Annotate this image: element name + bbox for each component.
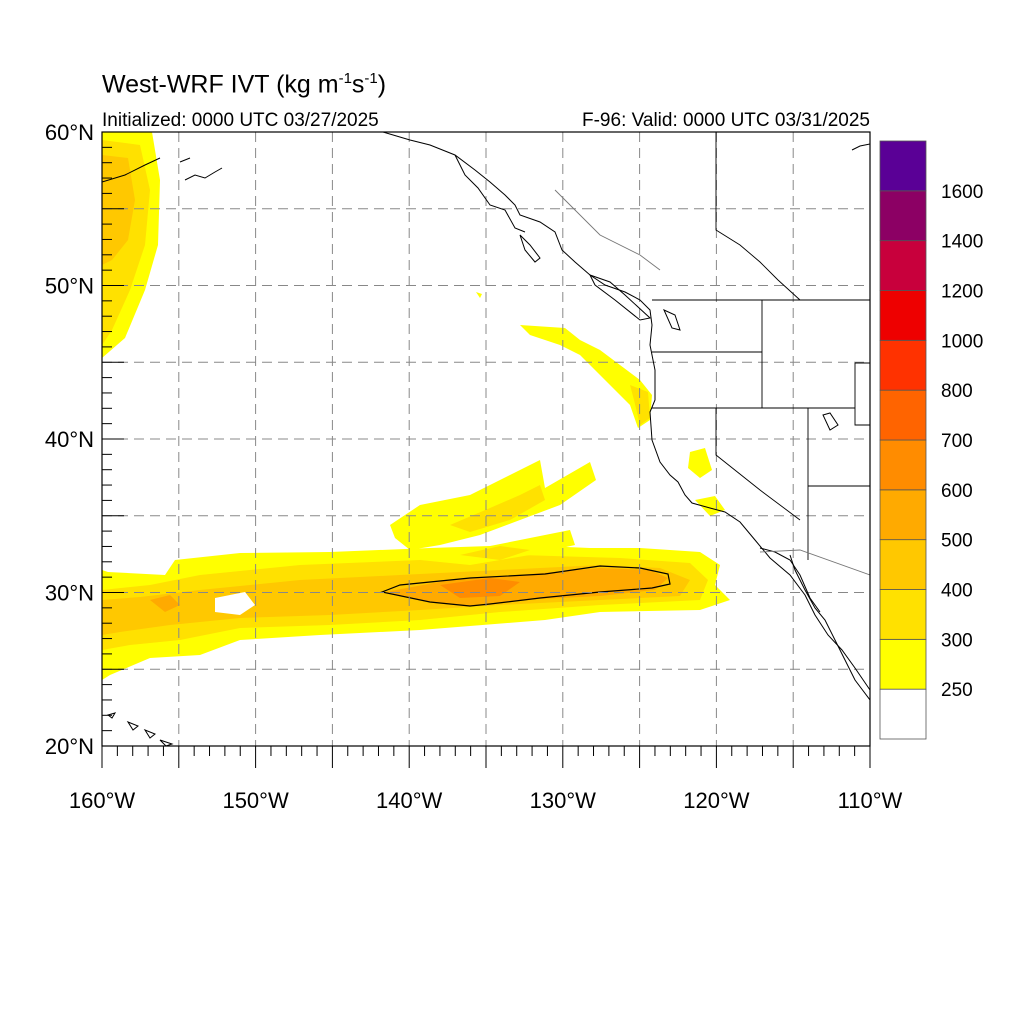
colorbar-swatch [879, 589, 927, 640]
colorbar-label: 300 [941, 630, 973, 651]
colorbar-label: 500 [941, 531, 973, 552]
axis-labels: 160°W 150°W 140°W 130°W 120°W 110°W 20°N 30°N 40… [45, 120, 903, 813]
lon-tick-label: 140°W [376, 788, 443, 813]
lat-tick-label: 60°N [45, 120, 94, 145]
colorbar-swatch [879, 389, 927, 441]
political-borders [554, 132, 870, 576]
colorbar-swatch [879, 638, 927, 690]
lon-tick-label: 110°W [838, 788, 903, 813]
lat-tick-label: 30°N [45, 581, 94, 606]
colorbar-swatch [879, 140, 927, 192]
lon-tick-label: 130°W [530, 788, 597, 813]
ivt-contour-700 [379, 565, 671, 607]
colorbar-label: 700 [941, 431, 973, 452]
axis-ticks [101, 131, 871, 768]
coastlines [102, 132, 870, 746]
colorbar: 250 300 400 500 600 700 800 1000 1200 1400 1600 [879, 140, 983, 740]
colorbar-label: 1400 [941, 232, 983, 253]
ivt-coast-plume [520, 325, 652, 428]
colorbar-label: 400 [941, 581, 973, 602]
lat-tick-label: 50°N [45, 274, 94, 299]
colorbar-swatch [879, 489, 927, 541]
colorbar-swatch [879, 190, 927, 242]
lon-tick-label: 120°W [683, 788, 750, 813]
colorbar-swatch [879, 339, 927, 391]
colorbar-label: 250 [941, 680, 973, 701]
lat-tick-label: 20°N [45, 734, 94, 759]
lat-lon-grid [102, 132, 870, 746]
colorbar-label: 800 [941, 381, 973, 402]
colorbar-label: 1000 [941, 331, 983, 352]
colorbar-swatch [879, 439, 927, 491]
colorbar-swatch [879, 240, 927, 291]
colorbar-swatch [879, 539, 927, 590]
colorbar-swatch [879, 290, 927, 341]
lon-tick-label: 160°W [69, 788, 136, 813]
colorbar-label: 600 [941, 481, 973, 502]
plot-title: West-WRF IVT (kg m-1s-1) [102, 70, 387, 99]
lon-tick-label: 150°W [222, 788, 289, 813]
ivt-shading [102, 132, 730, 680]
initialized-time: Initialized: 0000 UTC 03/27/2025 [102, 110, 379, 131]
colorbar-label: 1600 [941, 182, 983, 203]
colorbar-swatch [879, 688, 927, 740]
valid-time: F-96: Valid: 0000 UTC 03/31/2025 [582, 110, 870, 131]
colorbar-label: 1200 [941, 282, 983, 303]
lat-tick-label: 40°N [45, 427, 94, 452]
